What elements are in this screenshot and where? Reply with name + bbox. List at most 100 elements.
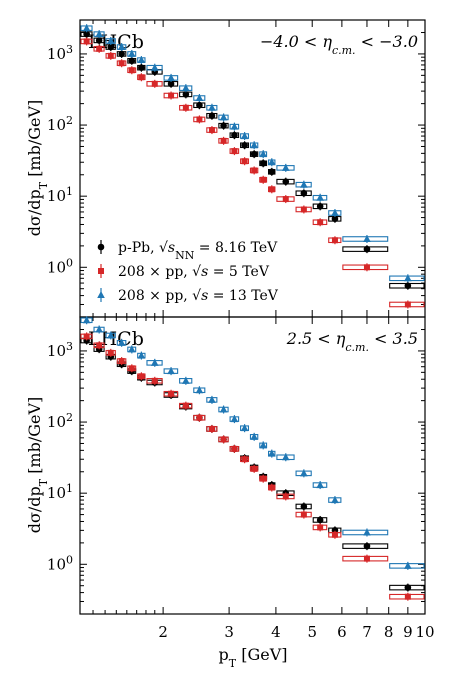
data-point [220,122,227,129]
x-tick-label: 2 [158,623,168,641]
x-tick-label: 8 [384,623,394,641]
data-point [107,52,114,59]
data-point [363,555,370,562]
data-point [96,45,103,52]
data-point [82,316,91,324]
legend-label: 208 × pp, √s = 5 TeV [118,264,270,280]
top-y-axis-title: dσ/dpT [mb/GeV] [25,100,50,237]
data-point [118,50,125,58]
data-point [268,168,276,176]
data-point [240,132,249,140]
legend-label: 208 × pp, √s = 13 TeV [118,288,279,304]
data-point [404,593,411,600]
data-point [208,425,215,432]
y-tick-label: 101 [47,482,73,503]
data-point [95,325,103,333]
y-tick-label: 103 [47,339,73,360]
y-tick-label: 100 [47,256,73,277]
data-point [95,37,103,44]
data-point [230,415,239,423]
bottom-eta-range-label: 2.5 < ηc.m. < 3.5 [286,329,418,354]
data-point [331,531,338,538]
data-point [208,127,215,134]
x-tick-label: 3 [224,623,234,641]
data-point [83,38,90,45]
data-point [231,148,238,155]
data-point [251,167,258,174]
bottom-panel-frame [79,316,426,615]
data-point [300,469,308,477]
data-point [259,150,268,158]
data-point [195,386,204,394]
bottom-y-axis-title: dσ/dpT [mb/GeV] [25,397,50,534]
data-point [281,163,290,171]
data-point [128,49,136,57]
data-point [251,465,258,472]
data-point [128,67,135,74]
data-point [363,264,370,271]
data-point [168,92,175,99]
x-tick-label: 9 [403,623,413,641]
data-point [137,351,146,359]
data-point [182,104,189,111]
x-tick-label: 4 [271,623,281,641]
data-point [182,91,190,98]
data-point [300,189,308,197]
data-point [317,524,324,531]
data-point [82,24,91,32]
data-point [137,56,146,64]
data-point [98,268,104,274]
data-point [241,141,248,149]
data-point [268,484,275,491]
data-point [331,496,339,504]
data-point [282,196,289,203]
data-point [300,180,308,188]
data-point [300,503,308,510]
data-point [267,449,276,457]
data-point [138,74,145,81]
data-point [300,206,307,213]
data-point [97,291,105,298]
data-point [250,150,258,158]
data-point [240,424,249,432]
data-point [331,208,339,216]
data-point [96,342,103,349]
data-point [220,137,227,144]
data-point [196,414,203,421]
data-point [259,441,268,449]
data-point [281,453,290,461]
y-tick-label: 100 [47,553,73,574]
data-point [363,542,371,550]
data-point [168,390,175,397]
axis-ticks [80,19,426,615]
data-point [208,103,216,111]
legend: p-Pb, √sNN = 8.16 TeV 208 × pp, √s = 5 Te… [97,240,279,304]
data-point [316,203,324,210]
data-point [117,43,126,51]
data-point [83,333,90,340]
data-point [363,234,371,242]
data-point [150,63,159,71]
data-point [267,158,276,166]
y-tick-label: 102 [47,114,73,135]
data-point [219,405,228,413]
data-point [128,365,135,372]
data-point [241,456,248,463]
x-tick-label: 5 [307,623,317,641]
x-tick-label: 6 [337,623,347,641]
data-point [95,30,103,38]
data-point [138,64,145,72]
data-point [195,94,204,102]
data-point [259,159,267,167]
data-point [282,493,289,500]
data-point [118,60,125,67]
data-point [250,432,258,440]
data-point [83,30,90,38]
x-axis-title: pT [GeV] [219,645,288,670]
data-point [118,358,125,365]
data-point [363,528,371,536]
data-point [282,178,290,185]
data-point [220,436,227,443]
x-tick-label: 7 [362,623,372,641]
data-point [107,349,114,356]
